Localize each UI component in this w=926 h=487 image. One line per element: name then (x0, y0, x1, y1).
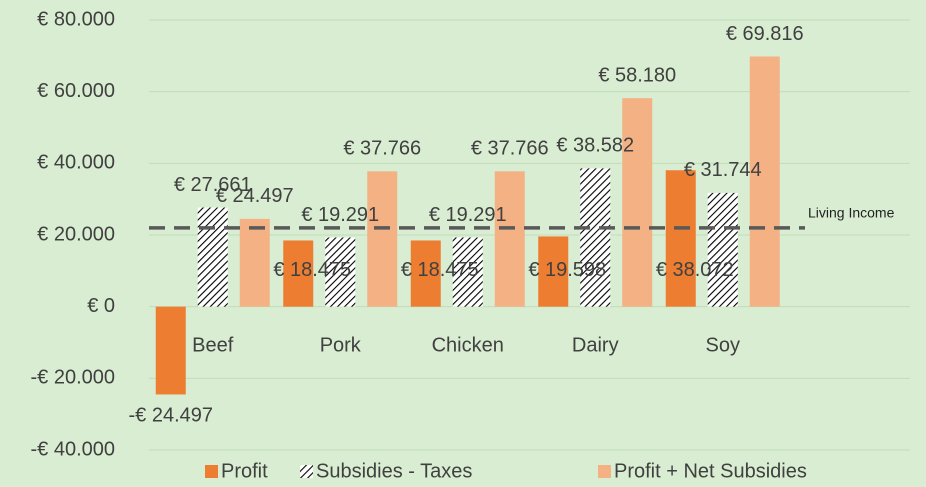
bar (622, 98, 653, 307)
data-label: € 37.766 (471, 138, 549, 160)
data-label: € 69.816 (726, 23, 804, 45)
bar (197, 207, 228, 307)
x-tick-label: Beef (192, 334, 234, 356)
bar (367, 171, 398, 307)
data-label: € 24.497 (216, 185, 294, 207)
data-label: € 19.598 (528, 259, 606, 281)
y-tick-label: € 60.000 (37, 80, 115, 102)
bar (239, 218, 270, 307)
y-tick-label: € 40.000 (37, 152, 115, 174)
y-tick-label: -€ 40.000 (30, 438, 115, 460)
x-tick-label: Dairy (572, 334, 619, 356)
y-tick-label: € 80.000 (37, 8, 115, 30)
y-tick-label: € 0 (87, 295, 115, 317)
legend-label: Profit + Net Subsidies (614, 460, 807, 482)
reference-label: Living Income (808, 205, 895, 221)
legend-label: Subsidies - Taxes (316, 460, 472, 482)
y-tick-label: -€ 20.000 (30, 367, 115, 389)
bar (538, 236, 569, 307)
bar (707, 192, 738, 307)
x-tick-label: Soy (706, 334, 740, 356)
bar (494, 171, 525, 307)
data-label: € 37.766 (343, 138, 421, 160)
legend-swatch (205, 465, 218, 478)
bar (325, 237, 356, 307)
legend-label: Profit (221, 460, 268, 482)
x-tick-label: Pork (320, 334, 362, 356)
data-label: € 58.180 (598, 64, 676, 86)
data-label: € 27.661 (174, 174, 252, 196)
data-label: € 19.291 (429, 204, 507, 226)
data-label: € 38.582 (556, 135, 634, 157)
bar (410, 240, 441, 307)
data-label: € 18.475 (273, 259, 351, 281)
bar (749, 56, 780, 307)
data-label: € 38.072 (656, 259, 734, 281)
data-label: € 19.291 (301, 204, 379, 226)
data-label: € 31.744 (684, 159, 762, 181)
bar (155, 306, 186, 395)
x-tick-label: Chicken (432, 334, 504, 356)
y-tick-label: € 20.000 (37, 223, 115, 245)
data-label: -€ 24.497 (128, 405, 213, 427)
bar (665, 170, 696, 307)
legend-swatch (598, 465, 611, 478)
bar (580, 168, 611, 307)
legend-swatch (300, 465, 313, 478)
bar (283, 240, 314, 307)
data-label: € 18.475 (401, 259, 479, 281)
bar (452, 237, 483, 307)
